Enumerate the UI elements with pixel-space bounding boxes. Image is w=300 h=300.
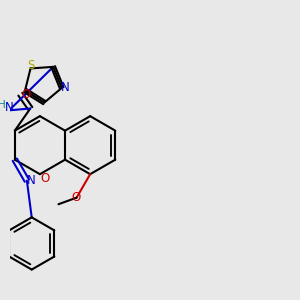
Text: H: H	[0, 100, 5, 110]
Text: O: O	[71, 191, 80, 204]
Text: O: O	[22, 88, 31, 101]
Text: S: S	[27, 59, 34, 72]
Text: N: N	[61, 81, 70, 94]
Text: O: O	[40, 172, 50, 184]
Text: N: N	[27, 174, 36, 187]
Text: N: N	[5, 101, 14, 114]
